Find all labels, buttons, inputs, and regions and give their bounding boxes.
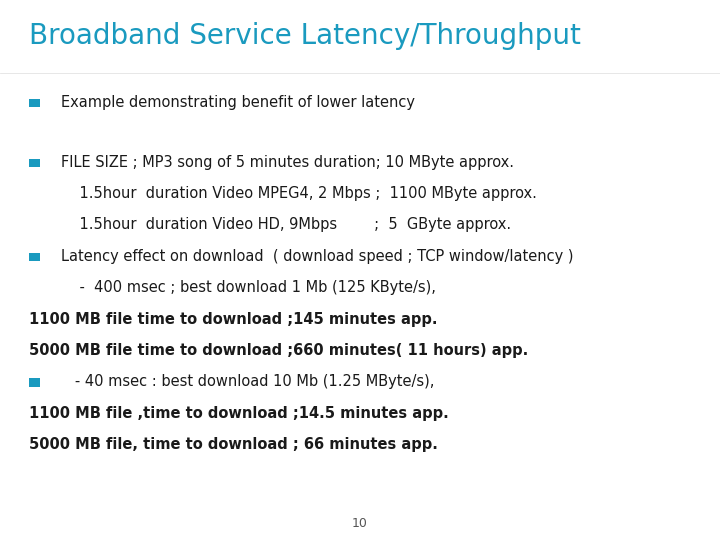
Bar	[29, 99, 40, 107]
Text: Broadband Service Latency/Throughput: Broadband Service Latency/Throughput	[29, 22, 580, 50]
Text: 10: 10	[352, 517, 368, 530]
Text: 5000 MB file, time to download ; 66 minutes app.: 5000 MB file, time to download ; 66 minu…	[29, 437, 438, 452]
Bar	[29, 379, 40, 387]
Text: 1100 MB file ,time to download ;14.5 minutes app.: 1100 MB file ,time to download ;14.5 min…	[29, 406, 449, 421]
Bar	[29, 159, 40, 167]
Text: FILE SIZE ; MP3 song of 5 minutes duration; 10 MByte approx.: FILE SIZE ; MP3 song of 5 minutes durati…	[61, 154, 514, 170]
Text: 5000 MB file time to download ;660 minutes( 11 hours) app.: 5000 MB file time to download ;660 minut…	[29, 343, 528, 358]
Text: 1100 MB file time to download ;145 minutes app.: 1100 MB file time to download ;145 minut…	[29, 312, 437, 327]
Text: 1.5hour  duration Video HD, 9Mbps        ;  5  GByte approx.: 1.5hour duration Video HD, 9Mbps ; 5 GBy…	[61, 217, 511, 232]
Text: -  400 msec ; best download 1 Mb (125 KByte/s),: - 400 msec ; best download 1 Mb (125 KBy…	[61, 280, 436, 295]
Text: Example demonstrating benefit of lower latency: Example demonstrating benefit of lower l…	[61, 95, 415, 110]
Text: 1.5hour  duration Video MPEG4, 2 Mbps ;  1100 MByte approx.: 1.5hour duration Video MPEG4, 2 Mbps ; 1…	[61, 186, 537, 201]
Bar	[29, 253, 40, 261]
Text: Latency effect on download  ( download speed ; TCP window/latency ): Latency effect on download ( download sp…	[61, 249, 574, 264]
Text: - 40 msec : best download 10 Mb (1.25 MByte/s),: - 40 msec : best download 10 Mb (1.25 MB…	[61, 374, 435, 389]
